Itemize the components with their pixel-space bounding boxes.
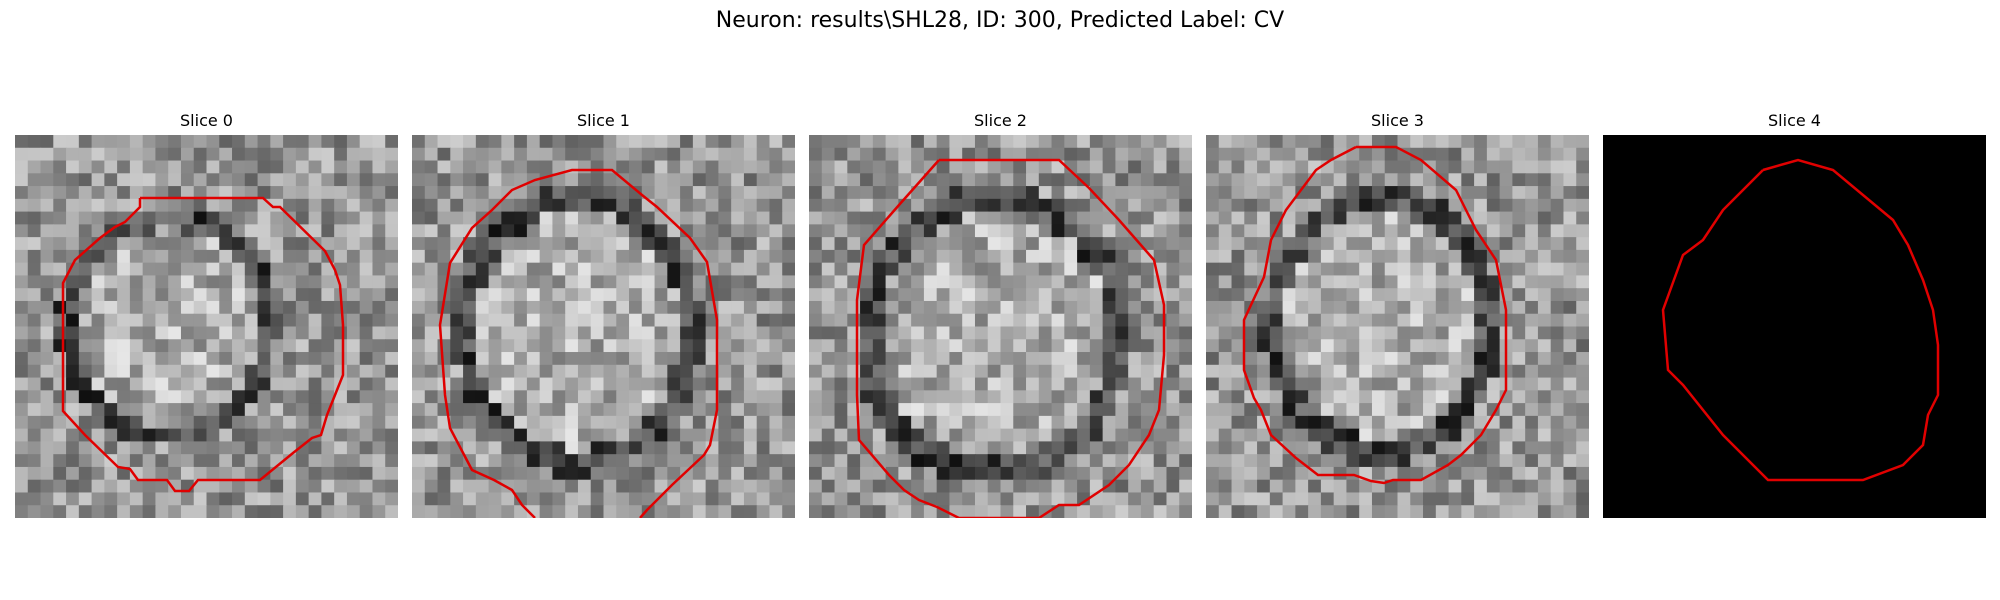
slice-image-2	[809, 135, 1192, 518]
slice-title-4: Slice 4	[1603, 111, 1986, 130]
slice-title-0: Slice 0	[15, 111, 398, 130]
slice-image-4	[1603, 135, 1986, 518]
slice-pixels-1	[412, 135, 795, 518]
slice-image-1	[412, 135, 795, 518]
slice-image-3	[1206, 135, 1589, 518]
slice-title-2: Slice 2	[809, 111, 1192, 130]
slice-background-4	[1603, 135, 1986, 518]
slice-pixels-2	[809, 135, 1192, 518]
figure-title: Neuron: results\SHL28, ID: 300, Predicte…	[0, 8, 2000, 33]
slice-image-0	[15, 135, 398, 518]
slice-pixels-3	[1206, 135, 1589, 518]
slice-title-3: Slice 3	[1206, 111, 1589, 130]
slice-title-1: Slice 1	[412, 111, 795, 130]
slice-pixels-0	[15, 135, 398, 518]
